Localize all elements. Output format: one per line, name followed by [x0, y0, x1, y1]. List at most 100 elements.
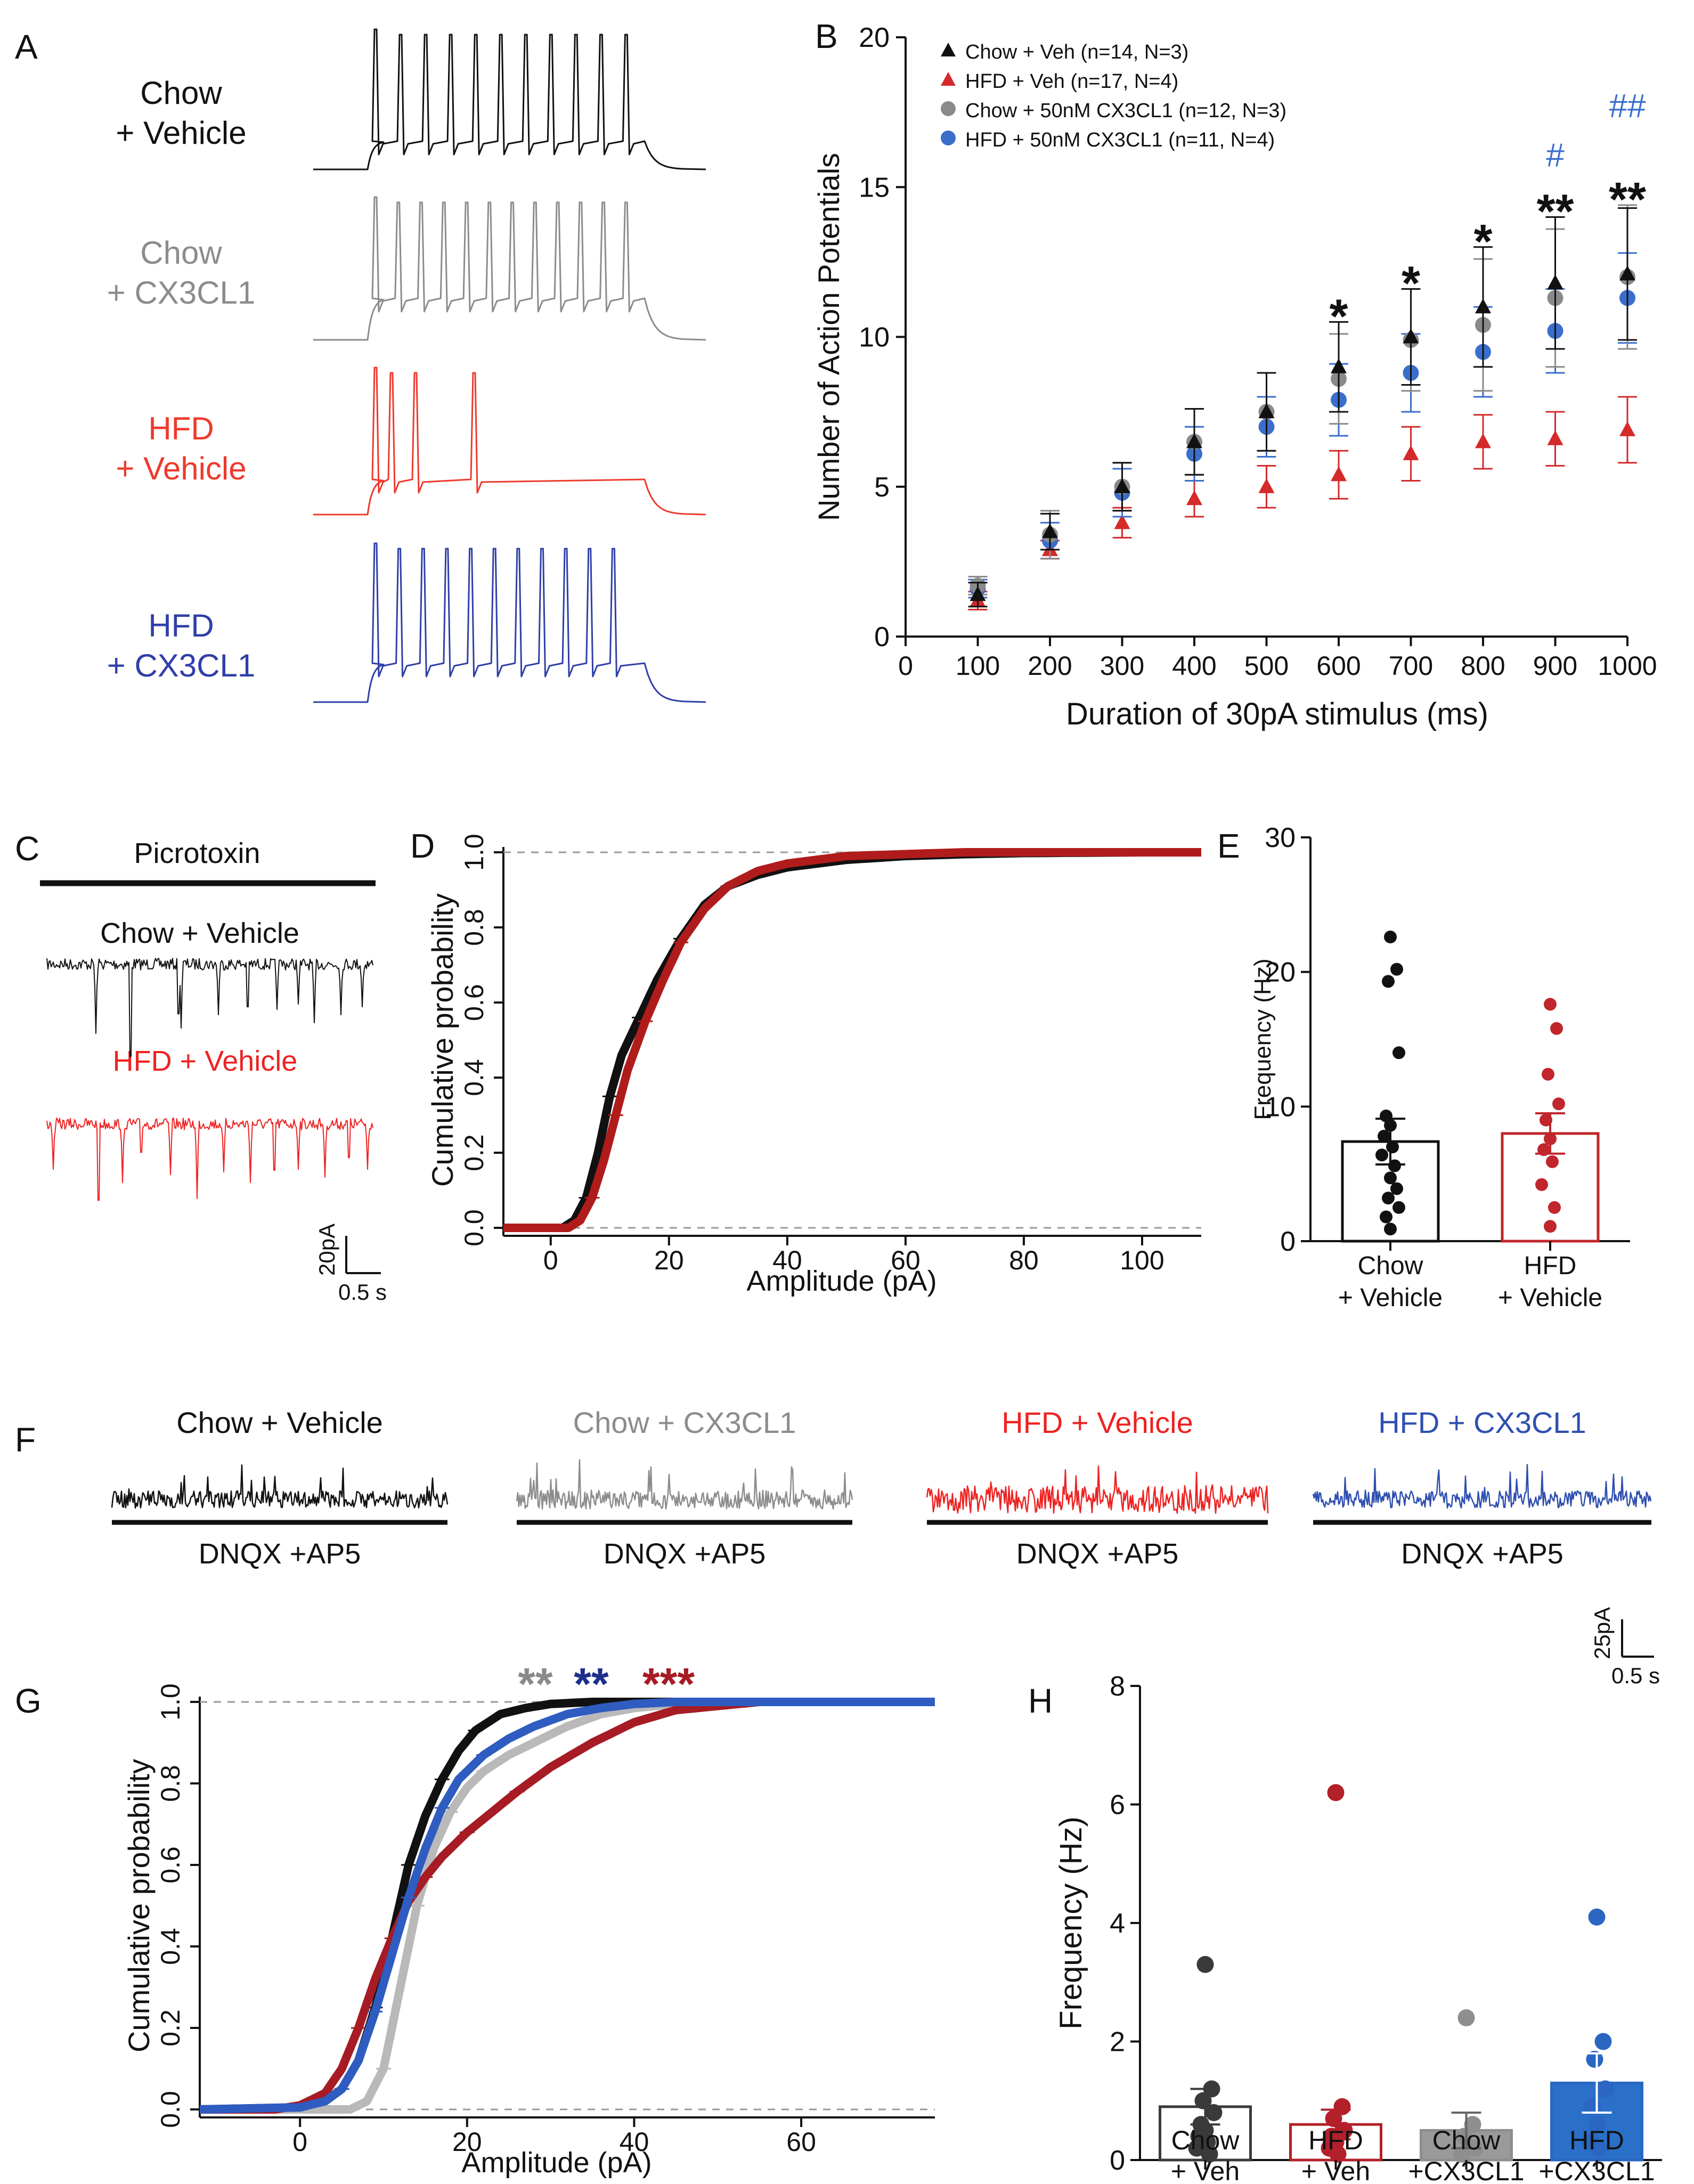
data-point-triangle [1186, 490, 1202, 506]
x-tick-label: 0 [898, 651, 913, 681]
data-point-triangle [1619, 421, 1635, 436]
cdf-series [199, 1698, 935, 2114]
data-point-triangle [1619, 265, 1635, 281]
category-label: HFD [1308, 2125, 1363, 2155]
data-point [1546, 1155, 1559, 1168]
data-point [1392, 1046, 1405, 1060]
x-tick-label: 200 [1028, 651, 1072, 681]
data-point-triangle [1042, 523, 1058, 539]
y-tick-label: 0.2 [156, 2009, 185, 2047]
data-point-triangle [1186, 433, 1202, 449]
panel-label-h: H [1028, 1682, 1053, 1720]
x-tick-label: 1000 [1598, 651, 1657, 681]
data-point-triangle [1258, 478, 1275, 493]
x-tick-label: 800 [1461, 651, 1505, 681]
data-point-triangle [1114, 478, 1130, 493]
data-point [1390, 1182, 1403, 1195]
data-point [1384, 930, 1397, 943]
x-axis-label: Amplitude (pA) [746, 1265, 936, 1297]
data-point [1594, 2033, 1612, 2050]
sepsc-trace-hfd [46, 1118, 373, 1201]
data-point [1333, 2098, 1351, 2115]
y-tick-label: 20 [859, 22, 890, 53]
y-tick-label: 1.0 [459, 834, 489, 871]
trace-label-line2: + Vehicle [116, 451, 246, 486]
panel-label-b: B [815, 17, 838, 55]
y-tick-label: 4 [1110, 1908, 1125, 1939]
x-tick-label: 0 [543, 1245, 558, 1275]
data-point [1464, 2116, 1481, 2133]
x-tick-label: 20 [452, 2127, 482, 2157]
data-point [1453, 2145, 1471, 2163]
ap-trace-chow-cx3cl1 [313, 196, 706, 341]
y-tick-label: 8 [1110, 1671, 1125, 1702]
panel-label-g: G [15, 1682, 42, 1720]
y-tick-label: 1.0 [156, 1683, 185, 1721]
data-point [1535, 1178, 1548, 1191]
category-label: +CX3CL1 [1538, 2156, 1655, 2184]
y-tick-label: 0.6 [156, 1846, 185, 1884]
data-point [1455, 2128, 1473, 2145]
category-label: Chow [1432, 2125, 1501, 2155]
epsc-trace-hfd-vehicle [926, 1465, 1269, 1514]
data-point [1375, 1148, 1388, 1162]
data-point [1380, 1210, 1392, 1224]
x-tick-label: 60 [786, 2127, 816, 2157]
x-tick-label: 20 [654, 1245, 684, 1275]
significance-marker: ** [518, 1659, 553, 1709]
scale-label-y: 20pA [314, 1224, 339, 1276]
data-point [1457, 2009, 1475, 2026]
category-label: +CX3CL1 [1408, 2156, 1524, 2184]
data-point [1329, 2145, 1347, 2163]
scale-label-x: 0.5 s [338, 1280, 387, 1305]
cdf-series [200, 1698, 935, 2114]
data-point [1544, 998, 1557, 1011]
data-point [1205, 2104, 1223, 2121]
data-point-triangle [1547, 274, 1563, 290]
data-point-triangle [1258, 403, 1275, 419]
data-point [1386, 1140, 1399, 1154]
data-point [1552, 1097, 1565, 1111]
drug-label: DNQX +AP5 [199, 1538, 361, 1570]
x-tick-label: 100 [956, 651, 1000, 681]
x-tick-label: 300 [1100, 651, 1144, 681]
cdf-series [503, 848, 1201, 1232]
x-tick-label: 60 [891, 1245, 921, 1275]
data-point [1544, 1220, 1557, 1233]
data-point [1335, 2122, 1353, 2139]
trace-label-line2: + CX3CL1 [107, 648, 256, 683]
x-tick-label: 40 [772, 1245, 802, 1275]
x-tick-label: 0 [292, 2127, 307, 2157]
trace-title-chow-vehicle: Chow + Vehicle [176, 1406, 383, 1439]
y-tick-label: 0.0 [156, 2091, 185, 2128]
y-tick-label: 5 [874, 472, 890, 503]
ap-trace-hfd-cx3cl1 [313, 542, 706, 703]
y-axis-label: Cumulative probability [426, 893, 459, 1187]
data-point [1590, 2139, 1608, 2157]
data-point-triangle [1475, 298, 1491, 314]
x-tick-label: 900 [1533, 651, 1577, 681]
y-axis-label: Frequency (Hz) [1054, 1816, 1088, 2030]
data-point [1548, 1201, 1561, 1214]
trace-label-line2: + Vehicle [116, 115, 246, 151]
panel-f: F Chow + Vehicle DNQX +AP5 Chow + CX3CL1 DNQ… [15, 1406, 1660, 1688]
data-point-triangle [970, 586, 986, 601]
epsc-trace-chow-cx3cl1 [516, 1459, 853, 1510]
data-point [1550, 1022, 1563, 1035]
data-point [1390, 963, 1403, 976]
trace-label-line1: HFD [148, 608, 214, 643]
x-tick-label: 700 [1389, 651, 1433, 681]
y-tick-label: 30 [1265, 822, 1296, 853]
legend-marker [941, 131, 956, 145]
x-tick-label: 600 [1316, 651, 1361, 681]
x-axis-label: Duration of 30pA stimulus (ms) [1066, 697, 1488, 731]
category-label: Chow [1171, 2125, 1240, 2155]
trace-label-hfd: HFD + Vehicle [113, 1045, 298, 1077]
significance-marker: * [1329, 290, 1348, 343]
trace-label-chow: Chow + Vehicle [100, 917, 299, 949]
epsc-trace-hfd-cx3cl1 [1312, 1464, 1652, 1509]
trace-title-chow-cx3cl1: Chow + CX3CL1 [573, 1406, 796, 1439]
